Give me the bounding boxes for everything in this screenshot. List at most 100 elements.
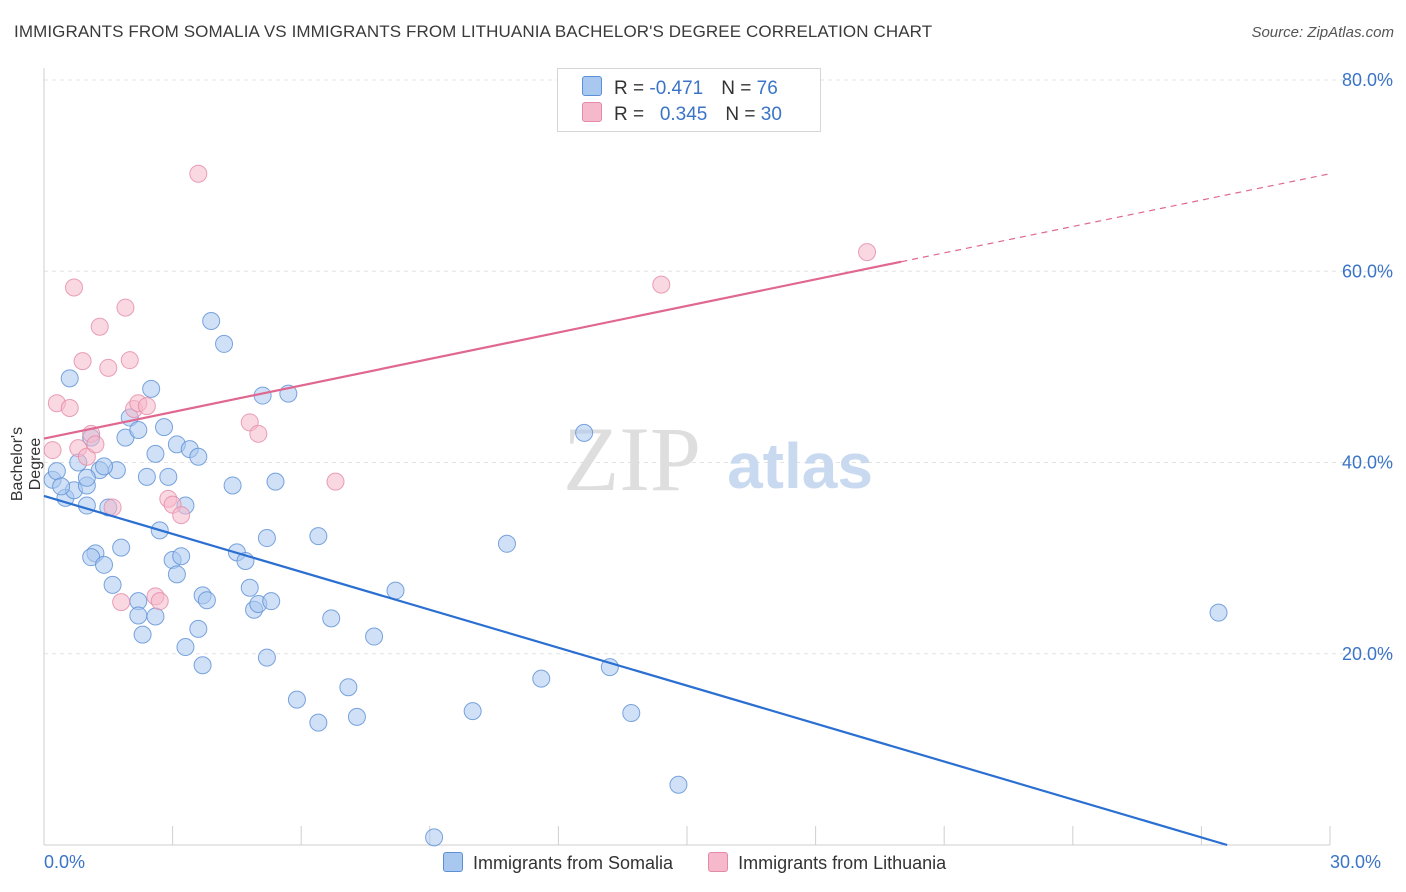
legend-r-value-lithuania: 0.345: [659, 104, 708, 125]
point-lithuania: [86, 435, 105, 454]
point-lithuania: [73, 352, 92, 371]
point-somalia: [112, 538, 131, 557]
point-somalia: [146, 444, 165, 463]
legend-swatch-lithuania: [582, 102, 602, 122]
point-somalia: [532, 669, 551, 688]
legend-n-label: N =: [725, 104, 761, 125]
series-legend: Immigrants from Somalia Immigrants from …: [443, 852, 976, 874]
point-somalia: [193, 656, 212, 675]
point-lithuania: [112, 593, 131, 612]
point-somalia: [386, 581, 405, 600]
point-somalia: [155, 418, 174, 437]
point-somalia: [95, 457, 114, 476]
point-somalia: [95, 555, 114, 574]
point-lithuania: [120, 351, 139, 370]
legend-r-value-somalia: -0.471: [649, 78, 704, 99]
point-somalia: [215, 334, 234, 353]
point-somalia: [103, 575, 122, 594]
watermark-atlas: atlas: [727, 430, 873, 502]
point-somalia: [309, 527, 328, 546]
x-tick-label-min: 0.0%: [44, 852, 86, 872]
point-somalia: [309, 713, 328, 732]
point-lithuania: [90, 317, 109, 336]
point-somalia: [347, 707, 366, 726]
legend-n-value-somalia: 76: [756, 78, 778, 99]
legend-item-lithuania[interactable]: Immigrants from Lithuania: [708, 852, 946, 874]
point-somalia: [257, 648, 276, 667]
point-somalia: [197, 591, 216, 610]
legend-label-somalia: Immigrants from Somalia: [473, 853, 674, 873]
point-somalia: [189, 619, 208, 638]
legend-row-lithuania: R = 0.345 N = 30: [582, 102, 782, 126]
legend-row-somalia: R = -0.471 N = 76: [582, 76, 778, 100]
legend-r-label: R =: [614, 104, 650, 125]
point-somalia: [425, 828, 444, 847]
point-somalia: [167, 565, 186, 584]
point-lithuania: [43, 441, 62, 460]
series-lithuania-points: [43, 164, 877, 612]
trend-line-somalia: [43, 494, 1228, 847]
watermark: ZIP atlas: [563, 408, 873, 510]
point-somalia: [176, 638, 195, 657]
legend-swatch-somalia: [582, 76, 602, 96]
y-tick-label: 80.0%: [1342, 70, 1393, 90]
point-somalia: [287, 690, 306, 709]
point-somalia: [266, 472, 285, 491]
point-lithuania: [137, 397, 156, 416]
point-somalia: [60, 369, 79, 388]
point-somalia: [133, 625, 152, 644]
legend-r-label: R =: [614, 78, 650, 99]
series-somalia-points: [43, 311, 1228, 847]
legend-n-label: N =: [721, 78, 757, 99]
watermark-zip: ZIP: [563, 408, 701, 510]
chart-source: Source: ZipAtlas.com: [1251, 24, 1394, 41]
point-somalia: [497, 534, 516, 553]
point-somalia: [262, 592, 281, 611]
point-lithuania: [326, 472, 345, 491]
point-somalia: [600, 658, 619, 677]
point-somalia: [137, 467, 156, 486]
correlation-legend: R = -0.471 N = 76 R = 0.345 N = 30: [557, 68, 821, 132]
point-somalia: [159, 467, 178, 486]
legend-item-somalia[interactable]: Immigrants from Somalia: [443, 852, 673, 874]
x-tick-label-max: 30.0%: [1330, 852, 1382, 872]
legend-n-value-lithuania: 30: [760, 104, 782, 125]
y-tick-label: 60.0%: [1342, 261, 1393, 281]
point-somalia: [142, 379, 161, 398]
legend-swatch-somalia: [443, 852, 463, 872]
point-somalia: [223, 476, 242, 495]
chart-title: IMMIGRANTS FROM SOMALIA VS IMMIGRANTS FR…: [14, 22, 933, 41]
point-somalia: [339, 678, 358, 697]
point-somalia: [669, 775, 688, 794]
point-somalia: [575, 423, 594, 442]
y-tick-label: 20.0%: [1342, 644, 1393, 664]
y-tick-label: 40.0%: [1342, 453, 1393, 473]
point-somalia: [129, 420, 148, 439]
point-lithuania: [858, 243, 877, 262]
point-lithuania: [189, 164, 208, 183]
point-lithuania: [65, 278, 84, 297]
trend-line-lithuania: [43, 260, 902, 440]
point-somalia: [47, 462, 66, 481]
point-lithuania: [249, 424, 268, 443]
point-lithuania: [150, 592, 169, 611]
trend-line-lithuania: [901, 173, 1331, 263]
point-somalia: [52, 477, 71, 496]
trend-lines: [43, 173, 1331, 847]
point-somalia: [257, 529, 276, 548]
point-somalia: [322, 609, 341, 628]
point-lithuania: [172, 506, 191, 525]
point-lithuania: [99, 358, 118, 377]
point-lithuania: [60, 398, 79, 417]
point-somalia: [240, 578, 259, 597]
point-somalia: [129, 606, 148, 625]
point-lithuania: [77, 447, 96, 466]
point-somalia: [1209, 603, 1228, 622]
legend-label-lithuania: Immigrants from Lithuania: [738, 853, 947, 873]
point-somalia: [189, 447, 208, 466]
point-lithuania: [652, 275, 671, 294]
y-tick-labels: 20.0% 40.0% 60.0% 80.0%: [1342, 70, 1393, 664]
point-somalia: [365, 627, 384, 646]
point-somalia: [146, 607, 165, 626]
